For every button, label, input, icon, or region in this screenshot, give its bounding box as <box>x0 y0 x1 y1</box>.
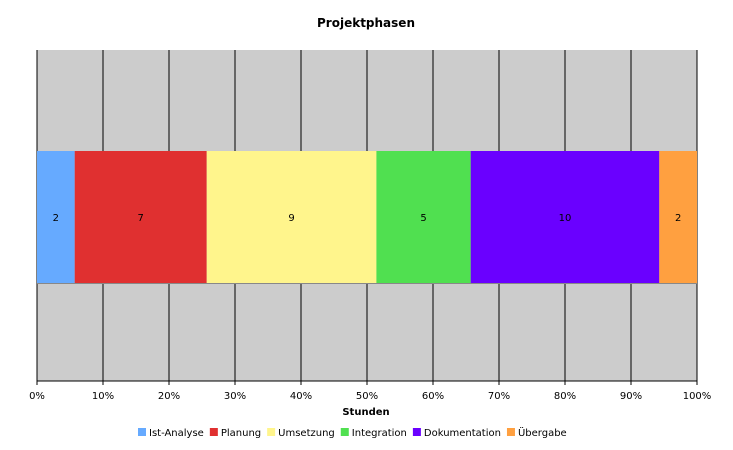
legend-label: Integration <box>352 428 407 439</box>
legend-label: Ist-Analyse <box>149 428 204 439</box>
legend-item: Integration <box>340 428 407 439</box>
bar-segment <box>74 151 207 283</box>
bar-group: 2 7 9 5 10 2 <box>37 151 697 284</box>
legend-item: Umsetzung <box>267 428 335 439</box>
legend-swatch <box>506 428 515 436</box>
legend-label: Übergabe <box>518 426 567 439</box>
legend-swatch <box>209 428 218 436</box>
chart-title: Projektphasen <box>317 16 415 30</box>
data-label: 7 <box>138 213 144 224</box>
bar-segment <box>37 151 75 283</box>
x-axis-label: Stunden <box>342 407 389 418</box>
bar-segment <box>470 151 660 283</box>
legend-label: Planung <box>221 428 261 439</box>
legend-label: Umsetzung <box>278 428 335 439</box>
legend-swatch <box>138 428 146 436</box>
legend-swatch <box>267 428 276 436</box>
legend-item: Planung <box>209 428 261 439</box>
data-label: 5 <box>420 213 426 224</box>
x-tick-label: 10% <box>92 391 114 402</box>
legend-swatch <box>340 428 349 436</box>
data-label: 2 <box>675 213 681 224</box>
data-label: 2 <box>53 213 59 224</box>
x-tick-label: 80% <box>554 391 576 402</box>
x-axis-ticks: 0% 10% 20% 30% 40% 50% 60% 70% 80% 90% 100% <box>29 391 711 402</box>
x-tick-label: 20% <box>158 391 180 402</box>
x-tick-label: 70% <box>488 391 510 402</box>
bar-segment <box>376 151 471 283</box>
bar-segment <box>659 151 697 283</box>
bar-segment <box>206 151 377 283</box>
legend-item: Ist-Analyse <box>138 428 204 439</box>
x-tick-label: 30% <box>224 391 246 402</box>
legend-swatch <box>412 428 421 436</box>
legend-label: Dokumentation <box>424 428 501 439</box>
legend: Ist-Analyse Planung Umsetzung Integration Do… <box>138 426 567 439</box>
x-tick-label: 50% <box>356 391 378 402</box>
data-label: 10 <box>559 213 572 224</box>
legend-item: Übergabe <box>506 426 567 439</box>
legend-item: Dokumentation <box>412 428 501 439</box>
x-tick-label: 0% <box>29 391 45 402</box>
x-tick-label: 60% <box>422 391 444 402</box>
data-label: 9 <box>288 213 294 224</box>
x-tick-label: 40% <box>290 391 312 402</box>
x-tick-label: 90% <box>620 391 642 402</box>
x-tick-label: 100% <box>683 391 712 402</box>
